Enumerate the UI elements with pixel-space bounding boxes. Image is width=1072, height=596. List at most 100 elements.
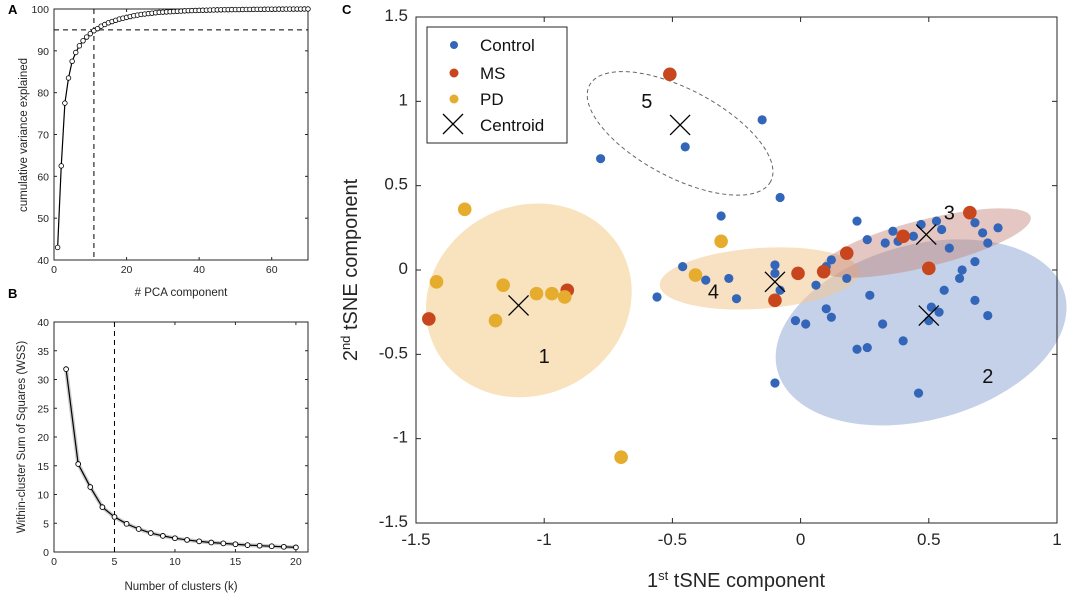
control-point	[770, 378, 780, 388]
cluster-label-5: 5	[641, 91, 652, 113]
ms-point	[816, 264, 831, 279]
panel-label-c: C	[342, 2, 352, 17]
control-point	[852, 344, 862, 354]
control-point	[913, 388, 924, 398]
panel-a-ytick-label: 60	[37, 171, 49, 183]
legend-ms-marker	[449, 68, 459, 78]
panel-c-xlabel-sup: st	[658, 568, 669, 583]
control-point	[811, 280, 821, 290]
panel-c-ylabel-rest: tSNE component	[340, 178, 362, 335]
panel-c-xtick-label: -0.5	[658, 530, 687, 549]
panel-b-point	[135, 526, 142, 532]
control-point	[924, 316, 934, 326]
ms-point	[422, 312, 436, 326]
ms-point	[768, 293, 782, 308]
panel-b-ytick-label: 5	[43, 518, 49, 530]
legend-centroid-marker	[442, 113, 464, 135]
panel-a-point	[54, 244, 61, 251]
panel-c-xlabel-rest: tSNE component	[668, 570, 825, 592]
panel-a-ytick-label: 40	[37, 255, 49, 267]
control-point	[983, 238, 993, 248]
panel-c-ticks: -1.5 -1 -0.5 0 0.5 1 -1.5 -1 -0.5 0 0.5 1 1.5	[379, 6, 1062, 549]
control-point	[852, 216, 862, 226]
panel-c-centroids	[508, 114, 940, 326]
panel-b-point	[63, 366, 69, 373]
pd-point	[488, 313, 503, 328]
panel-a-point	[73, 49, 79, 56]
legend-control-marker	[450, 41, 458, 49]
panel-a-point	[62, 100, 68, 106]
panel-a-xtick-label: 20	[121, 264, 133, 276]
panel-c-ytick-label: 0.5	[384, 175, 408, 194]
panel-a-ticks: 0 20 40 60 40 50 60 70 80 90 100	[31, 4, 308, 276]
control-point	[716, 211, 726, 221]
panel-b-point	[172, 535, 178, 542]
pd-point	[557, 290, 572, 304]
panel-b-ytick-label: 40	[37, 317, 49, 329]
control-point	[775, 285, 785, 295]
panel-a-point	[83, 34, 90, 40]
panel-c-cluster-ellipses	[425, 71, 1067, 426]
panel-b-point	[160, 533, 166, 539]
cluster-ellipse-5	[586, 71, 774, 196]
panel-b-ylabel: Within-cluster Sum of Squares (WSS)	[16, 341, 28, 534]
panel-c-xtick-label: 0	[796, 530, 805, 549]
panel-label-a: A	[8, 2, 18, 17]
panel-b-point	[184, 537, 190, 543]
ms-point	[922, 261, 936, 276]
panel-a-xtick-label: 0	[51, 264, 57, 276]
control-point	[826, 255, 836, 265]
control-point	[652, 292, 662, 302]
panel-a-xtick-label: 60	[266, 264, 278, 276]
centroid-marker	[915, 224, 937, 246]
cluster-ellipse-1	[425, 203, 632, 398]
panel-a-point	[80, 38, 86, 44]
panel-a-point	[305, 6, 311, 12]
legend-ms-label: MS	[480, 64, 506, 83]
cluster-ellipse-4	[659, 247, 860, 310]
control-point	[970, 256, 980, 267]
panel-b-point	[75, 461, 82, 467]
panel-a-ytick-label: 80	[37, 88, 49, 100]
panel-a-frame	[53, 8, 309, 261]
control-point	[775, 192, 785, 203]
ms-point	[839, 246, 854, 260]
centroid-marker	[508, 294, 530, 316]
control-point	[731, 294, 742, 304]
panel-b-point	[256, 542, 263, 549]
pd-point	[714, 234, 728, 249]
control-point	[978, 228, 988, 238]
panel-c-cluster-labels: 1 2 3 4 5	[539, 91, 994, 388]
cluster-label-4: 4	[708, 282, 719, 304]
pd-point	[545, 286, 559, 301]
pd-point	[614, 450, 628, 465]
panel-c-points	[422, 67, 1003, 465]
panel-a-ytick-label: 70	[37, 130, 49, 142]
ms-point	[963, 205, 977, 220]
panel-b-point	[280, 543, 287, 550]
legend-pd-label: PD	[480, 90, 504, 109]
ms-point	[791, 266, 805, 281]
cluster-label-2: 2	[982, 366, 993, 388]
control-point	[898, 336, 908, 346]
pd-point	[429, 275, 444, 289]
panel-c-xtick-label: 0.5	[917, 530, 941, 549]
panel-b-ytick-label: 15	[37, 461, 49, 473]
control-point	[680, 142, 690, 152]
control-point	[926, 302, 936, 312]
control-point	[993, 223, 1003, 233]
control-point	[916, 219, 926, 230]
panel-a-xlabel: # PCA component	[135, 287, 229, 299]
control-point	[931, 216, 942, 226]
panel-b-xtick-label: 10	[169, 556, 181, 568]
panel-c-frame-outline	[415, 16, 1058, 524]
control-point	[934, 307, 944, 317]
panel-a-chart: 0 20 40 60 40 50 60 70 80 90 100 # PCA component c…	[18, 4, 311, 299]
panel-b-point	[268, 543, 275, 550]
panel-b-ytick-label: 25	[37, 403, 49, 415]
ms-point	[896, 229, 910, 244]
control-point	[970, 218, 980, 228]
control-point	[678, 262, 688, 272]
control-point	[865, 290, 875, 300]
